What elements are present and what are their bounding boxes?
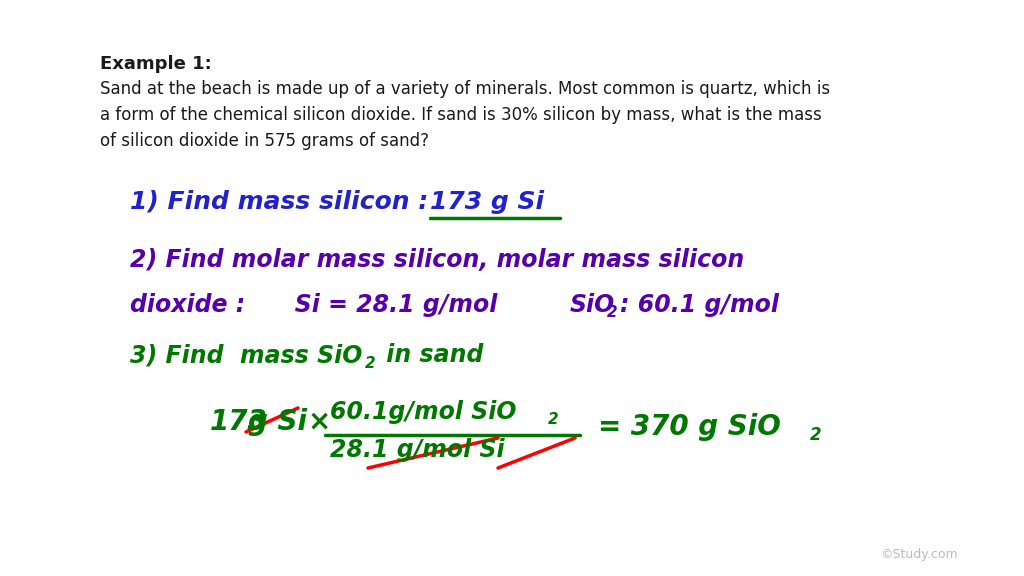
Text: ©Study.com: ©Study.com — [880, 548, 957, 561]
Text: 2) Find molar mass silicon, molar mass silicon: 2) Find molar mass silicon, molar mass s… — [130, 248, 744, 272]
Text: 28.1 g/mol Si: 28.1 g/mol Si — [330, 438, 505, 462]
Text: in sand: in sand — [378, 343, 483, 367]
Text: ×: × — [308, 408, 331, 436]
Text: Sand at the beach is made up of a variety of minerals. Most common is quartz, wh: Sand at the beach is made up of a variet… — [100, 80, 830, 98]
Text: g Si: g Si — [248, 408, 307, 436]
Text: of silicon dioxide in 575 grams of sand?: of silicon dioxide in 575 grams of sand? — [100, 132, 429, 150]
Text: : 60.1 g/mol: : 60.1 g/mol — [620, 293, 779, 317]
Text: 173 g Si: 173 g Si — [430, 190, 544, 214]
Text: = 370 g SiO: = 370 g SiO — [598, 413, 781, 441]
Text: 3) Find  mass SiO: 3) Find mass SiO — [130, 343, 362, 367]
Text: 173: 173 — [210, 408, 267, 436]
Text: 60.1g/mol SiO: 60.1g/mol SiO — [330, 400, 516, 424]
Text: Example 1:: Example 1: — [100, 55, 212, 73]
Text: 2: 2 — [548, 412, 559, 427]
Text: 2: 2 — [810, 426, 821, 444]
Text: 2: 2 — [365, 356, 376, 371]
Text: dioxide :      Si = 28.1 g/mol: dioxide : Si = 28.1 g/mol — [130, 293, 498, 317]
Text: 2: 2 — [607, 305, 617, 320]
Text: 1) Find mass silicon :: 1) Find mass silicon : — [130, 190, 445, 214]
Text: SiO: SiO — [570, 293, 615, 317]
Text: a form of the chemical silicon dioxide. If sand is 30% silicon by mass, what is : a form of the chemical silicon dioxide. … — [100, 106, 821, 124]
